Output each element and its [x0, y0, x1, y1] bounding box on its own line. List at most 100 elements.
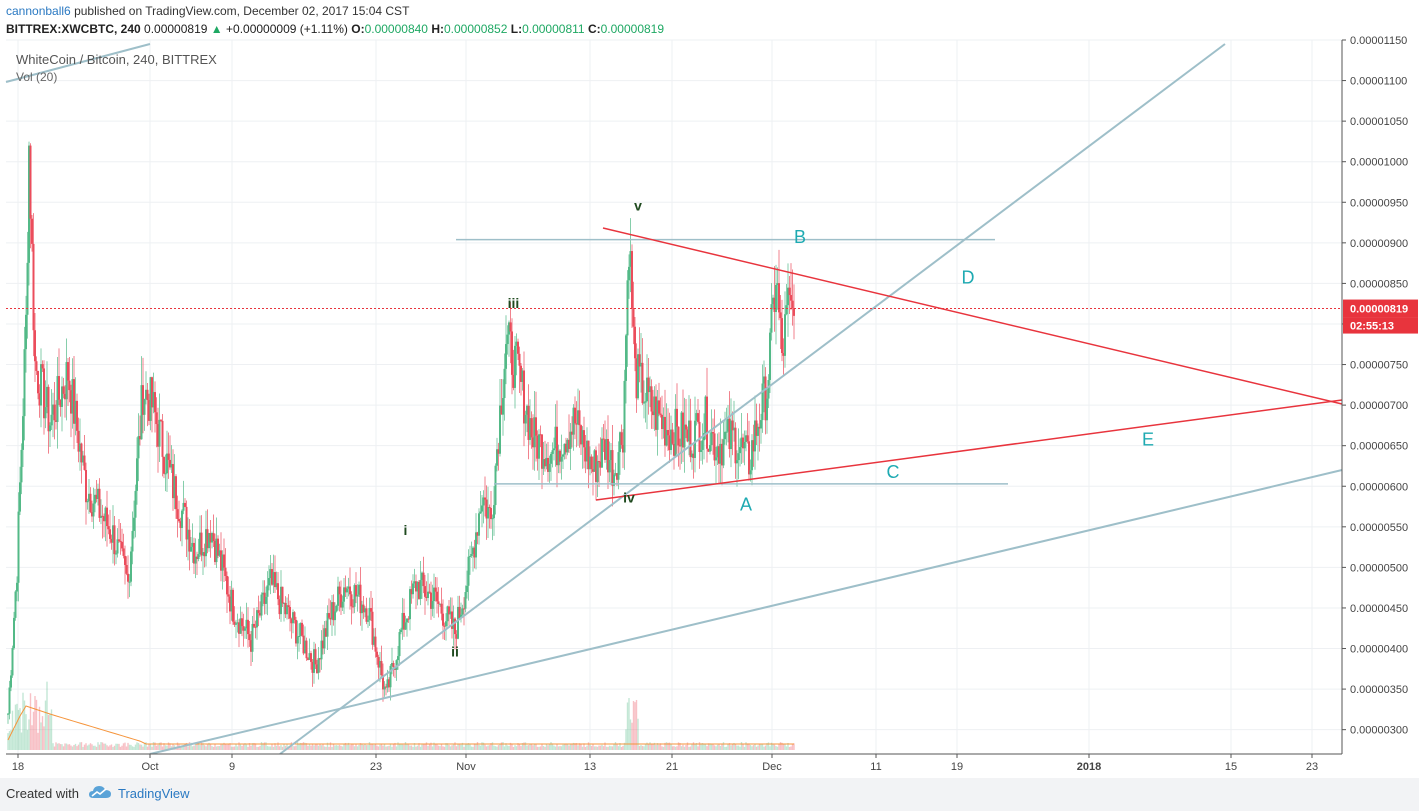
- volume-bar: [46, 681, 48, 750]
- candle-body: [383, 686, 386, 690]
- volume-bar: [772, 744, 774, 750]
- candle-body: [77, 430, 80, 452]
- candle-body: [494, 465, 497, 506]
- candle-body: [280, 586, 282, 615]
- volume-bar: [149, 743, 152, 750]
- candle-body: [116, 539, 119, 554]
- trendline-shallow[interactable]: [149, 469, 1343, 755]
- candle-body: [337, 586, 339, 606]
- candle-body: [233, 621, 236, 625]
- triangle-lower-line[interactable]: [595, 399, 1343, 501]
- time-axis[interactable]: [6, 754, 1342, 776]
- candle-body: [688, 420, 690, 442]
- volume-bar: [224, 743, 227, 750]
- price-tick-label: 0.00000850: [1350, 278, 1408, 290]
- candle-body: [356, 594, 359, 597]
- volume-bar: [385, 746, 387, 750]
- volume-bar: [442, 746, 444, 750]
- price-axis[interactable]: [1342, 40, 1419, 754]
- time-tick-label: 23: [1306, 761, 1318, 773]
- volume-bar: [575, 743, 578, 750]
- candle-body: [34, 330, 36, 362]
- candle-body: [172, 464, 174, 499]
- volume-bar: [580, 744, 582, 750]
- author-link[interactable]: cannonball6: [6, 4, 71, 18]
- triangle-upper-line[interactable]: [602, 227, 1343, 405]
- volume-bar: [322, 743, 324, 750]
- candle-body: [92, 503, 95, 517]
- price-tick-label: 0.00001050: [1350, 116, 1408, 128]
- volume-bar: [268, 746, 270, 750]
- time-tick-label: 21: [666, 761, 678, 773]
- volume-bar: [286, 743, 288, 750]
- candle-body: [301, 622, 303, 636]
- volume-bar: [112, 746, 114, 750]
- volume-bar: [158, 742, 161, 750]
- volume-bar: [308, 744, 311, 750]
- volume-bar: [89, 743, 92, 750]
- price-tick-label: 0.00000950: [1350, 197, 1408, 209]
- candle-body: [298, 636, 300, 638]
- candle-body: [49, 425, 51, 432]
- volume-bar: [193, 745, 195, 750]
- trendline-steep[interactable]: [279, 43, 1226, 755]
- candle-body: [610, 450, 612, 461]
- candle-body: [463, 608, 465, 610]
- candle-body: [722, 439, 725, 466]
- candle-body: [68, 380, 71, 391]
- candle-body: [458, 606, 461, 618]
- candle-body: [158, 419, 161, 447]
- volume-bar: [715, 746, 717, 750]
- candle-body: [364, 608, 366, 613]
- candle-body: [568, 439, 570, 449]
- candle-body: [476, 532, 479, 536]
- volume-bar: [497, 745, 500, 750]
- volume-bar: [466, 744, 468, 750]
- candle-body: [686, 429, 689, 442]
- volume-bar: [707, 743, 710, 750]
- candle-body: [47, 386, 50, 432]
- volume-bar: [382, 745, 384, 750]
- candle-body: [287, 605, 290, 607]
- candle-body: [293, 612, 296, 620]
- volume-bar: [457, 744, 459, 750]
- volume-bar: [50, 709, 53, 750]
- candle-body: [344, 587, 347, 593]
- volume-bar: [718, 743, 720, 750]
- volume-bar: [32, 711, 35, 750]
- candle-body: [473, 547, 476, 558]
- volume-bar: [377, 746, 380, 750]
- volume-bar: [398, 743, 401, 750]
- volume-bar: [655, 745, 657, 750]
- volume-bar: [454, 742, 456, 750]
- candle-body: [220, 550, 222, 571]
- candle-body: [745, 435, 747, 442]
- candle-body: [362, 604, 365, 613]
- candle-body: [442, 613, 444, 626]
- price-chart[interactable]: iiiiiiivvABCDE0.000003000.000003500.0000…: [0, 0, 1419, 780]
- pattern-label-D: D: [962, 267, 975, 287]
- trendline-topleft[interactable]: [5, 43, 151, 83]
- candle-body: [608, 460, 611, 473]
- candle-body: [229, 596, 231, 612]
- candle-body: [161, 420, 164, 457]
- volume-bar: [79, 742, 81, 750]
- volume-bar: [88, 744, 90, 750]
- candle-body: [101, 515, 104, 517]
- volume-bar: [508, 746, 510, 750]
- volume-bar: [233, 746, 236, 750]
- candle-body: [445, 621, 447, 627]
- volume-bar: [694, 744, 696, 750]
- candle-body: [776, 283, 779, 286]
- candle-body: [125, 564, 128, 574]
- candle-body: [485, 499, 488, 519]
- volume-bar: [119, 746, 122, 750]
- high-label: H:: [431, 22, 444, 36]
- candle-body: [593, 450, 596, 472]
- tradingview-brand-link[interactable]: TradingView: [118, 786, 190, 801]
- volume-bar: [403, 744, 405, 750]
- volume-bar: [751, 746, 753, 750]
- volume-bar: [203, 745, 206, 750]
- volume-bar: [13, 729, 15, 750]
- volume-bar: [307, 745, 309, 750]
